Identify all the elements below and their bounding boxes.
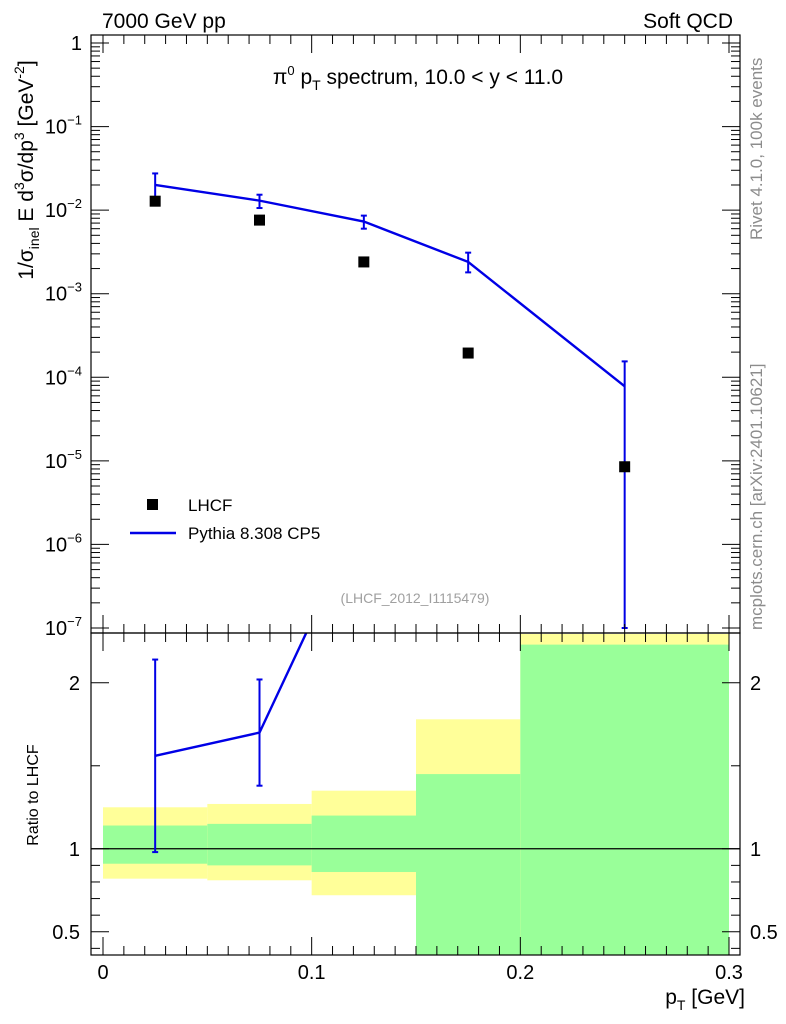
main-title: π0 pT spectrum, 10.0 < y < 11.0 (273, 63, 563, 93)
main-ytick-label-5: 10−5 (45, 447, 82, 473)
ratio-ytick-label-1: 1 (69, 839, 80, 861)
ratio-uncertainty-bands (103, 634, 729, 955)
rivet-version-label: Rivet 4.1.0, 100k events (747, 58, 766, 240)
ratio-ytick-label-right-0: 2 (750, 673, 761, 695)
main-ytick-label-0: 1 (71, 33, 82, 55)
ratio-ytick-label-right-1: 1 (750, 839, 761, 861)
ratio-y-axis-label: Ratio to LHCF (25, 744, 42, 846)
ratio-band-inner-1 (207, 823, 312, 866)
main-frame (90, 34, 741, 634)
main-series (149, 172, 631, 629)
lhcf-data-point-2 (358, 256, 370, 268)
lhcf-data-point-1 (254, 214, 265, 226)
ratio-series (152, 633, 308, 854)
main-ytick-label-3: 10−3 (45, 280, 82, 306)
legend-label-pythia: Pythia 8.308 CP5 (188, 524, 320, 543)
header-process-label: Soft QCD (643, 10, 733, 33)
xtick-label-2: 0.2 (506, 962, 534, 984)
pythia-line (154, 183, 626, 388)
legend: LHCF Pythia 8.308 CP5 (130, 496, 320, 543)
ratio-ytick-label-right-2: 0.5 (750, 922, 778, 944)
ratio-band-inner-3 (416, 774, 521, 955)
ratio-ytick-label-2: 0.5 (52, 922, 80, 944)
main-ytick-label-2: 10−2 (45, 196, 82, 222)
main-ytick-label-7: 10−7 (45, 614, 82, 640)
analysis-watermark: (LHCF_2012_I1115479) (341, 590, 490, 606)
lhcf-data-point-3 (462, 347, 474, 359)
main-ytick-label-6: 10−6 (45, 530, 82, 556)
lhcf-data-point-0 (149, 195, 161, 207)
xtick-label-1: 0.1 (298, 962, 326, 984)
legend-marker-lhcf (147, 499, 158, 510)
axes: 1 10−1 10−2 10−3 10−4 10−5 10−6 10−7 2 2 1 1 0.5 0.5 0… (45, 33, 778, 984)
main-ytick-label-4: 10−4 (45, 363, 82, 389)
legend-label-lhcf: LHCF (188, 496, 232, 515)
ratio-band-inner-4 (520, 644, 729, 955)
xtick-label-0: 0 (97, 962, 108, 984)
header-energy-label: 7000 GeV pp (102, 10, 226, 33)
ratio-band-inner-2 (311, 815, 416, 873)
ratio-ytick-label-0: 2 (69, 673, 80, 695)
source-site-label: mcplots.cern.ch [arXiv:2401.10621] (747, 364, 766, 630)
main-y-axis-label: 1/σinel E d3σ/dp3 [GeV-2] (11, 60, 42, 279)
lhcf-data-point-4 (619, 461, 631, 473)
x-axis-label: pT [GeV] (665, 986, 745, 1013)
xtick-label-3: 0.3 (715, 962, 743, 984)
main-ytick-label-1: 10−1 (45, 113, 82, 139)
